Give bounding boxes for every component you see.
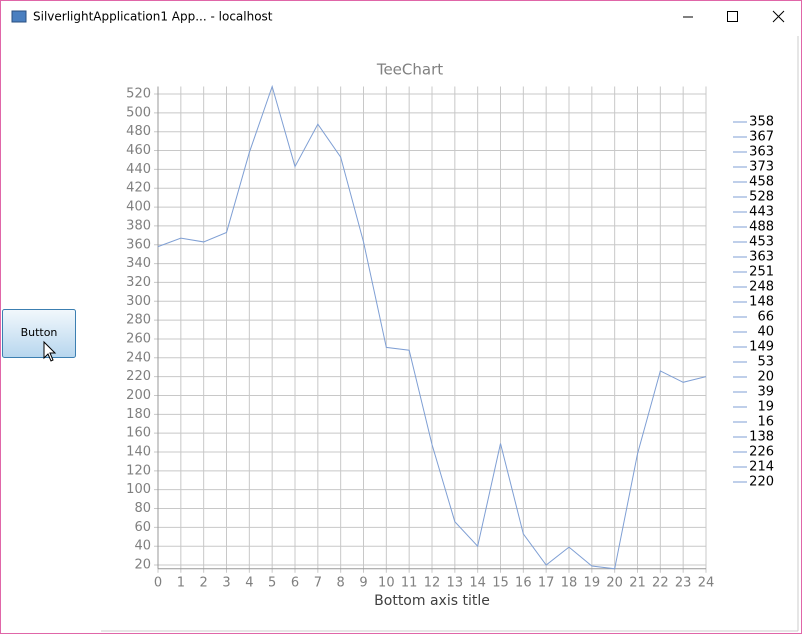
- x-tick-label: 7: [314, 576, 322, 591]
- x-tick-label: 10: [378, 576, 395, 591]
- y-tick-label: 520: [126, 87, 151, 102]
- legend-label: 19: [757, 400, 774, 415]
- y-tick-label: 280: [126, 313, 151, 328]
- x-axis-title: Bottom axis title: [374, 593, 490, 609]
- x-tick-label: 1: [177, 576, 185, 591]
- x-tick-label: 18: [561, 576, 578, 591]
- legend-label: 488: [749, 220, 774, 235]
- y-tick-label: 60: [134, 520, 151, 535]
- y-tick-label: 40: [134, 539, 151, 554]
- x-tick-label: 21: [629, 576, 646, 591]
- y-tick-label: 20: [134, 558, 151, 573]
- x-tick-label: 3: [222, 576, 230, 591]
- x-tick-label: 15: [492, 576, 509, 591]
- x-tick-label: 13: [447, 576, 464, 591]
- y-tick-label: 100: [126, 482, 151, 497]
- legend-label: 53: [757, 355, 774, 370]
- y-tick-label: 480: [126, 124, 151, 139]
- x-tick-label: 17: [538, 576, 555, 591]
- app-icon: [11, 10, 27, 23]
- y-tick-label: 320: [126, 275, 151, 290]
- data-line: [157, 84, 707, 570]
- legend-label: 251: [749, 265, 774, 280]
- chart: TeeChart Bottom axis title 2040608010012…: [126, 61, 774, 610]
- y-tick-label: 160: [126, 426, 151, 441]
- legend-label: 367: [749, 130, 774, 145]
- legend-label: 149: [749, 340, 774, 355]
- mouse-cursor: [43, 340, 57, 362]
- y-tick-label: 180: [126, 407, 151, 422]
- legend-label: 358: [749, 115, 774, 130]
- y-tick-label: 140: [126, 444, 151, 459]
- maximize-button[interactable]: [727, 11, 738, 22]
- legend-label: 39: [757, 385, 774, 400]
- x-tick-label: 2: [200, 576, 208, 591]
- legend-label: 458: [749, 175, 774, 190]
- legend-label: 40: [757, 325, 774, 340]
- legend-label: 138: [749, 430, 774, 445]
- x-tick-label: 8: [337, 576, 345, 591]
- x-tick-label: 4: [245, 576, 253, 591]
- x-tick-label: 14: [469, 576, 486, 591]
- x-tick-label: 19: [584, 576, 601, 591]
- y-tick-label: 220: [126, 369, 151, 384]
- y-tick-label: 200: [126, 388, 151, 403]
- y-tick-label: 80: [134, 501, 151, 516]
- button[interactable]: Button: [2, 309, 76, 358]
- x-tick-label: 12: [424, 576, 441, 591]
- y-tick-label: 400: [126, 200, 151, 215]
- x-tick-label: 6: [291, 576, 299, 591]
- legend-label: 248: [749, 280, 774, 295]
- x-tick-label: 11: [401, 576, 418, 591]
- legend-label: 220: [749, 475, 774, 490]
- button-label[interactable]: Button: [21, 326, 58, 339]
- close-button[interactable]: [772, 10, 785, 23]
- legend-label: 443: [749, 205, 774, 220]
- chart-title: TeeChart: [376, 61, 443, 79]
- x-tick-label: 9: [359, 576, 367, 591]
- button-face[interactable]: [2, 309, 76, 358]
- x-tick-label: 24: [698, 576, 715, 591]
- legend-label: 528: [749, 190, 774, 205]
- legend-label: 148: [749, 295, 774, 310]
- y-tick-label: 240: [126, 350, 151, 365]
- y-tick-label: 380: [126, 218, 151, 233]
- y-tick-label: 500: [126, 105, 151, 120]
- legend-label: 363: [749, 250, 774, 265]
- y-tick-label: 260: [126, 331, 151, 346]
- legend-label: 20: [757, 370, 774, 385]
- y-tick-label: 120: [126, 463, 151, 478]
- x-tick-label: 16: [515, 576, 532, 591]
- y-tick-label: 360: [126, 237, 151, 252]
- y-tick-label: 460: [126, 143, 151, 158]
- x-tick-label: 0: [154, 576, 162, 591]
- x-tick-label: 5: [268, 576, 276, 591]
- legend-label: 16: [757, 415, 774, 430]
- legend-label: 363: [749, 145, 774, 160]
- legend-label: 373: [749, 160, 774, 175]
- x-tick-label: 22: [652, 576, 669, 591]
- y-tick-label: 440: [126, 162, 151, 177]
- x-tick-label: 20: [606, 576, 623, 591]
- legend-label: 226: [749, 445, 774, 460]
- window-title: SilverlightApplication1 App... - localho…: [33, 10, 273, 24]
- legend-label: 66: [757, 310, 774, 325]
- y-tick-label: 420: [126, 181, 151, 196]
- legend-label: 453: [749, 235, 774, 250]
- y-tick-label: 300: [126, 294, 151, 309]
- y-tick-label: 340: [126, 256, 151, 271]
- x-tick-label: 23: [675, 576, 692, 591]
- legend-label: 214: [749, 460, 774, 475]
